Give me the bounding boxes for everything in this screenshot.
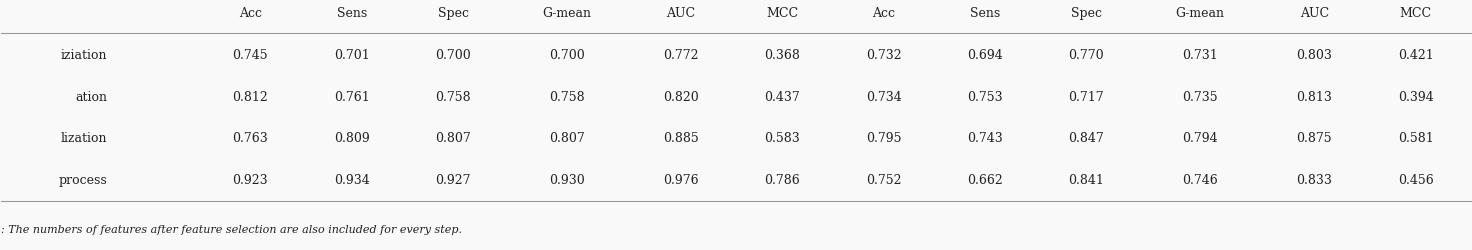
Text: 0.812: 0.812 xyxy=(233,90,268,103)
Text: 0.581: 0.581 xyxy=(1398,132,1434,145)
Text: ation: ation xyxy=(75,90,107,103)
Text: 0.927: 0.927 xyxy=(436,173,471,186)
Text: 0.833: 0.833 xyxy=(1297,173,1332,186)
Text: Sens: Sens xyxy=(337,7,367,20)
Text: 0.456: 0.456 xyxy=(1398,173,1434,186)
Text: iziation: iziation xyxy=(60,49,107,62)
Text: 0.700: 0.700 xyxy=(436,49,471,62)
Text: 0.923: 0.923 xyxy=(233,173,268,186)
Text: 0.745: 0.745 xyxy=(233,49,268,62)
Text: 0.841: 0.841 xyxy=(1069,173,1104,186)
Text: 0.735: 0.735 xyxy=(1182,90,1217,103)
Text: 0.758: 0.758 xyxy=(549,90,584,103)
Text: : The numbers of features after feature selection are also included for every st: : The numbers of features after feature … xyxy=(1,224,462,234)
Text: 0.786: 0.786 xyxy=(764,173,801,186)
Text: 0.717: 0.717 xyxy=(1069,90,1104,103)
Text: G-mean: G-mean xyxy=(1176,7,1225,20)
Text: AUC: AUC xyxy=(1300,7,1329,20)
Text: 0.743: 0.743 xyxy=(967,132,1002,145)
Text: 0.752: 0.752 xyxy=(866,173,901,186)
Text: 0.807: 0.807 xyxy=(436,132,471,145)
Text: 0.847: 0.847 xyxy=(1069,132,1104,145)
Text: 0.930: 0.930 xyxy=(549,173,584,186)
Text: lization: lization xyxy=(60,132,107,145)
Text: 0.731: 0.731 xyxy=(1182,49,1219,62)
Text: 0.770: 0.770 xyxy=(1069,49,1104,62)
Text: 0.746: 0.746 xyxy=(1182,173,1219,186)
Text: 0.795: 0.795 xyxy=(866,132,901,145)
Text: 0.813: 0.813 xyxy=(1297,90,1332,103)
Text: 0.934: 0.934 xyxy=(334,173,369,186)
Text: 0.734: 0.734 xyxy=(866,90,901,103)
Text: 0.437: 0.437 xyxy=(764,90,801,103)
Text: MCC: MCC xyxy=(767,7,798,20)
Text: 0.809: 0.809 xyxy=(334,132,369,145)
Text: Acc: Acc xyxy=(238,7,262,20)
Text: process: process xyxy=(59,173,107,186)
Text: Acc: Acc xyxy=(871,7,895,20)
Text: 0.753: 0.753 xyxy=(967,90,1002,103)
Text: 0.820: 0.820 xyxy=(662,90,699,103)
Text: 0.701: 0.701 xyxy=(334,49,369,62)
Text: 0.694: 0.694 xyxy=(967,49,1002,62)
Text: 0.761: 0.761 xyxy=(334,90,369,103)
Text: 0.772: 0.772 xyxy=(664,49,699,62)
Text: 0.394: 0.394 xyxy=(1398,90,1434,103)
Text: 0.875: 0.875 xyxy=(1297,132,1332,145)
Text: AUC: AUC xyxy=(667,7,696,20)
Text: 0.807: 0.807 xyxy=(549,132,584,145)
Text: G-mean: G-mean xyxy=(543,7,592,20)
Text: Sens: Sens xyxy=(970,7,999,20)
Text: MCC: MCC xyxy=(1400,7,1432,20)
Text: 0.732: 0.732 xyxy=(866,49,901,62)
Text: 0.758: 0.758 xyxy=(436,90,471,103)
Text: 0.803: 0.803 xyxy=(1297,49,1332,62)
Text: 0.976: 0.976 xyxy=(664,173,699,186)
Text: 0.368: 0.368 xyxy=(764,49,801,62)
Text: Spec: Spec xyxy=(437,7,468,20)
Text: 0.885: 0.885 xyxy=(662,132,699,145)
Text: 0.700: 0.700 xyxy=(549,49,584,62)
Text: 0.421: 0.421 xyxy=(1398,49,1434,62)
Text: 0.583: 0.583 xyxy=(764,132,801,145)
Text: 0.763: 0.763 xyxy=(233,132,268,145)
Text: 0.662: 0.662 xyxy=(967,173,1002,186)
Text: 0.794: 0.794 xyxy=(1182,132,1217,145)
Text: Spec: Spec xyxy=(1070,7,1101,20)
